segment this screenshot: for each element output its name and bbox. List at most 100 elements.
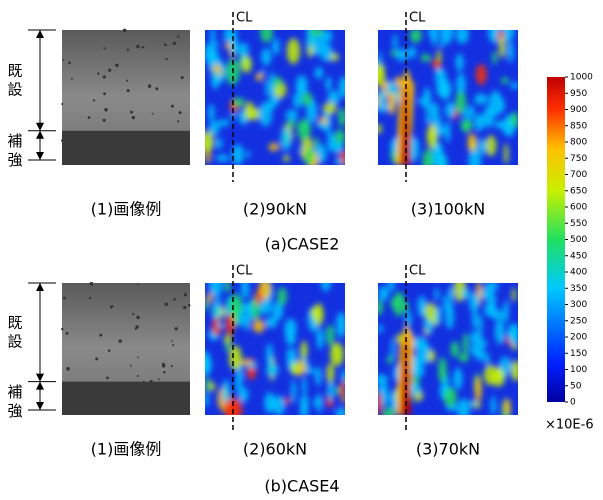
pore (103, 92, 106, 95)
blob (224, 281, 230, 292)
pore (71, 78, 73, 80)
pore (181, 76, 184, 79)
colorbar-label: 1000 (570, 73, 593, 83)
blob (478, 138, 486, 155)
colorbar-label: 700 (570, 170, 587, 180)
blob (293, 92, 303, 108)
blob (511, 360, 521, 381)
pore (173, 42, 176, 45)
blob (296, 75, 308, 94)
blob (474, 94, 488, 105)
blob (314, 137, 318, 148)
pore (152, 113, 154, 115)
colorbar-label: 750 (570, 154, 587, 164)
pore (135, 328, 137, 330)
colorbar-label: 200 (570, 333, 587, 343)
colorbar-label: 850 (570, 121, 587, 131)
blob (310, 27, 324, 37)
blob (316, 122, 328, 128)
row-caption: (b)CASE4 (264, 477, 339, 496)
pore (88, 116, 91, 119)
blob (335, 158, 343, 166)
colorbar-label: 900 (570, 105, 587, 115)
caption: (3)70kN (416, 440, 480, 459)
pore (111, 305, 113, 307)
pore (118, 339, 121, 342)
pore (99, 334, 102, 337)
caption: (1)画像例 (91, 200, 162, 219)
blob (286, 330, 295, 346)
blob (336, 312, 346, 338)
pore (108, 349, 111, 352)
blob (273, 395, 284, 415)
blob (244, 102, 254, 121)
blob (432, 59, 441, 69)
blob (205, 375, 210, 393)
pore (62, 59, 64, 61)
blob (451, 341, 459, 357)
blob (377, 52, 381, 67)
blob (484, 353, 489, 365)
blob (462, 289, 470, 299)
blob (260, 24, 273, 43)
cl-label: CL (236, 11, 253, 26)
blob (474, 113, 485, 131)
pore (68, 61, 71, 64)
pore (171, 340, 173, 342)
pore (175, 327, 178, 330)
blob (306, 35, 313, 49)
blob (507, 324, 518, 343)
blob (286, 110, 298, 121)
caption: (2)60kN (243, 440, 307, 459)
colorbar-label: 50 (570, 381, 582, 391)
blob (383, 407, 394, 422)
blob (330, 142, 344, 154)
pore (130, 111, 133, 114)
blob (237, 43, 249, 55)
pore (165, 58, 167, 60)
blob (338, 108, 346, 127)
pore (127, 49, 129, 51)
blob (209, 273, 223, 296)
colorbar-label: 350 (570, 284, 587, 294)
blob (453, 368, 462, 390)
cl-label: CL (236, 264, 253, 279)
blob (379, 90, 387, 104)
blob (253, 320, 265, 333)
pore (177, 35, 179, 37)
blob (440, 39, 444, 49)
blob (374, 124, 382, 134)
blob (286, 120, 297, 127)
blob (256, 73, 264, 82)
pore (61, 103, 63, 105)
blob (375, 299, 383, 315)
pore (163, 371, 165, 373)
pore (173, 298, 176, 301)
blob (287, 38, 300, 64)
pore (172, 344, 174, 346)
blob (314, 397, 323, 408)
pore (184, 293, 187, 296)
blob (455, 91, 466, 114)
pore (137, 357, 139, 359)
colorbar-label: 400 (570, 268, 587, 278)
blob (393, 34, 398, 50)
strain-map (372, 20, 519, 174)
blob (410, 28, 422, 42)
arrow (36, 382, 44, 390)
pore (103, 75, 106, 78)
pore (97, 73, 99, 75)
pore (137, 283, 139, 285)
blob (232, 144, 244, 165)
pore (155, 87, 158, 90)
pore (132, 313, 134, 315)
arrow (36, 283, 44, 291)
pore (164, 303, 167, 306)
blob (495, 319, 505, 345)
blob (242, 56, 252, 73)
pore (103, 47, 105, 49)
colorbar-label: 600 (570, 203, 587, 213)
blob (431, 26, 438, 45)
pore (148, 84, 151, 87)
colorbar-label: 100 (570, 365, 587, 375)
